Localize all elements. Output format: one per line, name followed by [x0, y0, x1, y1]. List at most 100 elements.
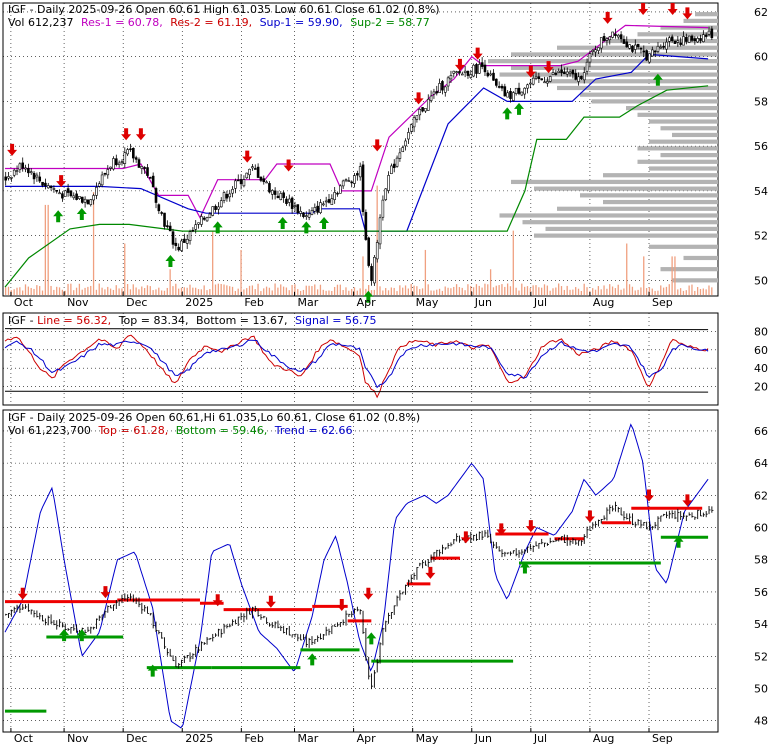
candle-body — [435, 91, 439, 94]
volume-bar — [396, 291, 398, 295]
candle-body — [92, 195, 95, 201]
volume-bar — [368, 285, 370, 295]
volume-bar — [441, 290, 444, 295]
candle-body — [211, 206, 215, 216]
price-tick-label: Dec — [126, 296, 147, 309]
support-line-2 — [4, 85, 709, 288]
candle-body — [577, 76, 580, 82]
candle-body — [551, 72, 555, 75]
volume-bar — [501, 284, 503, 295]
candle-body — [140, 166, 144, 169]
candle-body — [563, 71, 566, 75]
volume-bar — [322, 289, 324, 295]
candle-body — [432, 91, 436, 95]
volume-bar — [461, 287, 463, 295]
volume-profile-bar — [488, 59, 718, 64]
candle-body — [364, 212, 368, 240]
candle-body — [273, 190, 277, 195]
volume-profile-bar — [499, 72, 718, 77]
volume-bar — [195, 287, 197, 295]
candle-body — [117, 162, 121, 166]
volume-bar — [549, 290, 551, 295]
candle-body — [597, 47, 600, 51]
volume-bar — [70, 283, 72, 295]
bands-tick-label: 56 — [754, 586, 768, 599]
stochastic-tick-label: 60 — [754, 344, 768, 357]
sell-signal-arrow — [454, 58, 465, 71]
bands-volume-label: Vol 61,223,700 — [8, 424, 91, 437]
volume-bar — [7, 286, 10, 295]
volume-profile-bar — [649, 139, 718, 144]
candle-body — [132, 147, 135, 159]
volume-profile-bar — [545, 226, 718, 232]
volume-bar — [572, 289, 574, 295]
candle-body — [622, 39, 626, 44]
buy-signal-arrow — [76, 629, 87, 642]
candle-body — [565, 71, 569, 75]
buy-signal-arrow — [502, 107, 513, 120]
candle-body — [438, 83, 441, 93]
volume-bar — [348, 290, 350, 295]
price-tick-label: Jul — [533, 296, 547, 309]
candle-body — [704, 34, 708, 37]
price-tick-label: 56 — [754, 140, 768, 153]
volume-bar — [370, 290, 373, 295]
candle-body — [157, 204, 161, 212]
candle-body — [202, 217, 206, 220]
volume-bar — [58, 287, 61, 295]
volume-bar — [118, 288, 120, 295]
volume-bar — [152, 290, 154, 295]
candle-body — [580, 75, 583, 80]
candle-body — [665, 41, 668, 50]
sell-signal-arrow — [336, 599, 347, 612]
candle-body — [319, 202, 322, 214]
candle-body — [458, 71, 461, 74]
volume-bar — [175, 283, 177, 295]
candle-body — [95, 186, 98, 196]
candle-body — [55, 189, 59, 192]
candle-body — [109, 166, 112, 169]
candle-body — [171, 231, 175, 245]
volume-bar — [192, 287, 194, 295]
volume-bar — [288, 290, 290, 295]
volume-bar — [498, 285, 500, 295]
volume-profile-bar — [545, 79, 718, 84]
volume-bar — [643, 256, 645, 295]
volume-bar — [246, 288, 248, 295]
volume-bar — [248, 285, 251, 295]
candle-body — [231, 189, 234, 194]
volume-profile-bar — [637, 146, 718, 151]
candle-body — [639, 47, 643, 50]
volume-bar — [373, 289, 375, 295]
sell-signal-arrow — [584, 510, 595, 523]
volume-bar — [546, 285, 548, 295]
volume-bar — [331, 290, 333, 295]
candle-body — [356, 173, 359, 176]
candle-body — [103, 173, 107, 175]
bands-bottom-label: Bottom = 59.46, — [176, 424, 268, 437]
candle-body — [449, 75, 453, 80]
volume-profile-bar — [603, 38, 718, 44]
price-panel-legend: Vol 612,237 Res-1 = 60.78, Res-2 = 61.19… — [8, 16, 430, 29]
volume-bar — [702, 288, 704, 295]
candle-body — [18, 163, 22, 171]
volume-bar — [708, 285, 710, 295]
volume-bar — [101, 287, 103, 295]
volume-bar — [33, 288, 35, 295]
bands-tick-label: 62 — [754, 489, 768, 502]
candle-body — [404, 140, 407, 147]
candle-body — [32, 172, 36, 180]
volume-profile-bar — [626, 106, 718, 111]
candle-body — [21, 162, 25, 169]
candle-body — [353, 175, 356, 184]
volume-bar — [30, 287, 32, 295]
volume-bar — [637, 289, 639, 295]
bands-tick-label: Aug — [593, 732, 614, 745]
candle-body — [112, 158, 115, 170]
volume-bar — [512, 230, 514, 295]
candle-body — [370, 266, 373, 282]
candle-body — [421, 107, 424, 112]
volume-bar — [138, 289, 140, 295]
price-tick-label: 62 — [754, 6, 768, 19]
volume-bar — [220, 283, 222, 295]
